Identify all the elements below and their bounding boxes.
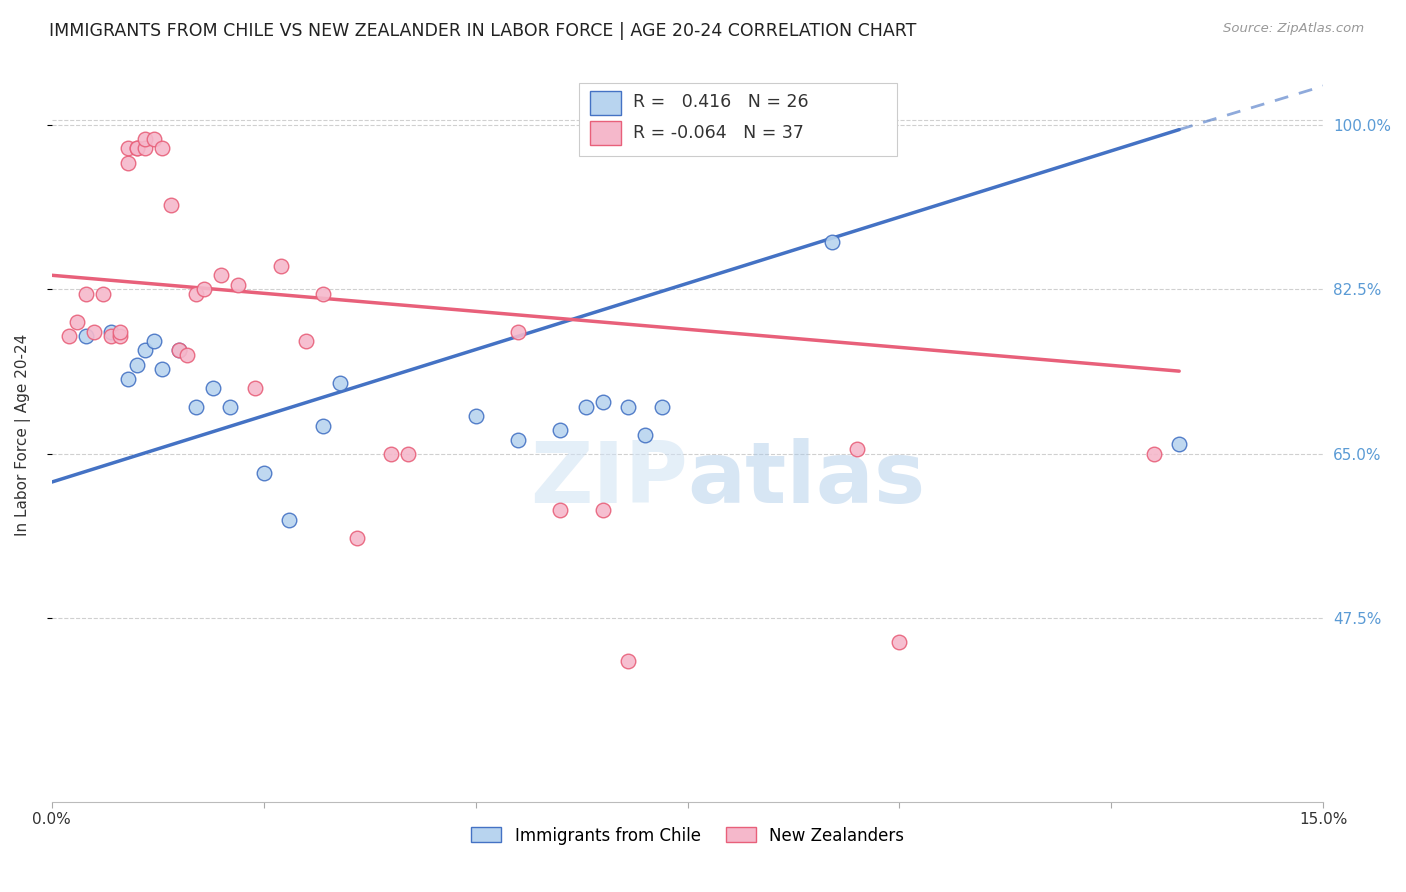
- Point: [176, 348, 198, 362]
- Point: [201, 381, 224, 395]
- Point: [846, 442, 869, 457]
- Point: [193, 282, 215, 296]
- Text: atlas: atlas: [688, 438, 925, 521]
- Point: [575, 400, 598, 414]
- Point: [245, 381, 267, 395]
- Point: [380, 447, 402, 461]
- Point: [108, 325, 131, 339]
- Point: [75, 287, 97, 301]
- Point: [506, 433, 529, 447]
- Point: [75, 329, 97, 343]
- Point: [100, 329, 122, 343]
- Point: [117, 155, 139, 169]
- Point: [117, 141, 139, 155]
- Y-axis label: In Labor Force | Age 20-24: In Labor Force | Age 20-24: [15, 334, 31, 536]
- Point: [821, 235, 844, 250]
- Point: [634, 428, 657, 442]
- Text: ZIP: ZIP: [530, 438, 688, 521]
- Point: [134, 343, 156, 358]
- Point: [617, 654, 640, 668]
- Point: [846, 118, 869, 132]
- Point: [184, 400, 207, 414]
- Point: [134, 132, 156, 146]
- Point: [150, 141, 173, 155]
- Point: [117, 372, 139, 386]
- FancyBboxPatch shape: [589, 90, 621, 115]
- Point: [1143, 447, 1166, 461]
- Point: [159, 198, 181, 212]
- Point: [253, 466, 276, 480]
- Point: [550, 423, 572, 437]
- Point: [396, 447, 419, 461]
- Text: IMMIGRANTS FROM CHILE VS NEW ZEALANDER IN LABOR FORCE | AGE 20-24 CORRELATION CH: IMMIGRANTS FROM CHILE VS NEW ZEALANDER I…: [49, 22, 917, 40]
- Point: [506, 325, 529, 339]
- Text: R =   0.416   N = 26: R = 0.416 N = 26: [633, 94, 808, 112]
- Point: [209, 268, 232, 283]
- Point: [278, 513, 301, 527]
- Point: [167, 343, 190, 358]
- Point: [142, 334, 165, 348]
- FancyBboxPatch shape: [589, 121, 621, 145]
- Text: R = -0.064   N = 37: R = -0.064 N = 37: [633, 124, 804, 142]
- Point: [91, 287, 114, 301]
- Point: [167, 343, 190, 358]
- Point: [125, 358, 148, 372]
- Point: [184, 287, 207, 301]
- Text: Source: ZipAtlas.com: Source: ZipAtlas.com: [1223, 22, 1364, 36]
- Legend: Immigrants from Chile, New Zealanders: Immigrants from Chile, New Zealanders: [471, 827, 904, 845]
- Point: [464, 409, 486, 424]
- Point: [592, 395, 614, 409]
- Point: [125, 141, 148, 155]
- Point: [329, 376, 352, 391]
- Point: [592, 503, 614, 517]
- Point: [550, 503, 572, 517]
- Point: [134, 141, 156, 155]
- Point: [58, 329, 80, 343]
- Point: [100, 325, 122, 339]
- Point: [889, 635, 911, 649]
- Point: [270, 259, 292, 273]
- Point: [125, 141, 148, 155]
- Point: [150, 362, 173, 376]
- Point: [312, 418, 335, 433]
- Point: [226, 277, 249, 292]
- FancyBboxPatch shape: [579, 83, 897, 156]
- Point: [83, 325, 105, 339]
- Point: [108, 329, 131, 343]
- Point: [617, 400, 640, 414]
- Point: [218, 400, 240, 414]
- Point: [295, 334, 318, 348]
- Point: [651, 400, 673, 414]
- Point: [346, 532, 368, 546]
- Point: [1168, 437, 1191, 451]
- Point: [312, 287, 335, 301]
- Point: [142, 132, 165, 146]
- Point: [66, 315, 89, 329]
